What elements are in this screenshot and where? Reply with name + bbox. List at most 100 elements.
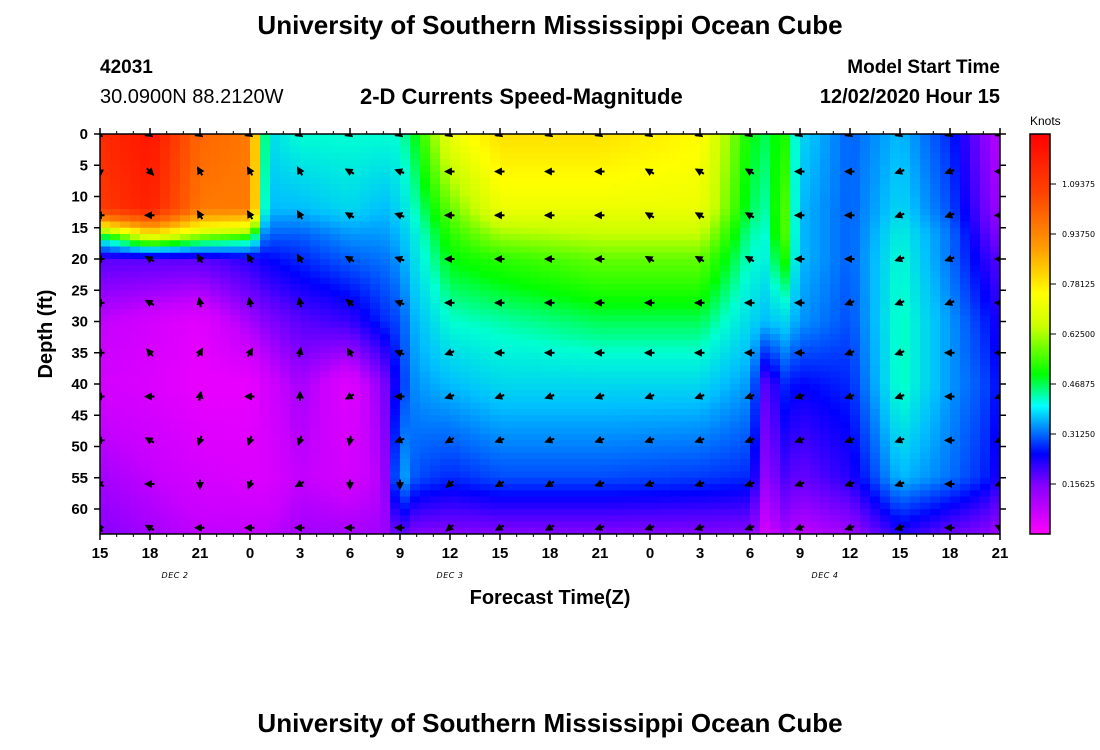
heatmap-cell (350, 521, 361, 529)
heatmap-cell (620, 221, 631, 229)
heatmap-cell (360, 152, 371, 160)
heatmap-cell (240, 396, 251, 404)
heatmap-cell (310, 171, 321, 179)
heatmap-cell (680, 496, 691, 504)
heatmap-cell (510, 209, 521, 216)
heatmap-cell (430, 446, 441, 454)
heatmap-cell (490, 396, 501, 404)
heatmap-cell (700, 271, 711, 279)
heatmap-cell (260, 296, 271, 304)
heatmap-cell (330, 515, 341, 523)
heatmap-cell (660, 340, 671, 348)
heatmap-cell (620, 371, 631, 379)
heatmap-cell (180, 171, 191, 179)
heatmap-cell (710, 221, 721, 229)
heatmap-cell (740, 290, 751, 298)
heatmap-cell (190, 259, 201, 266)
heatmap-cell (290, 346, 301, 354)
heatmap-cell (280, 302, 291, 310)
heatmap-cell (630, 140, 641, 148)
heatmap-cell (710, 334, 721, 341)
heatmap-cell (360, 502, 371, 510)
heatmap-cell (150, 477, 161, 485)
heatmap-cell (470, 340, 481, 348)
heatmap-cell (570, 165, 581, 173)
heatmap-cell (870, 359, 881, 366)
heatmap-cell (220, 396, 231, 404)
heatmap-cell (270, 377, 281, 385)
heatmap-cell (750, 484, 761, 491)
heatmap-cell (520, 477, 531, 485)
heatmap-cell (640, 215, 651, 223)
heatmap-cell (280, 209, 291, 216)
heatmap-cell (600, 459, 611, 466)
heatmap-cell (700, 252, 711, 260)
heatmap-cell (550, 521, 561, 529)
heatmap-cell (320, 159, 331, 166)
heatmap-cell (510, 240, 521, 248)
heatmap-cell (560, 409, 571, 416)
heatmap-cell (260, 196, 271, 204)
heatmap-cell (190, 290, 201, 298)
heatmap-cell (440, 159, 451, 166)
heatmap-cell (690, 259, 701, 266)
heatmap-cell (310, 502, 321, 510)
heatmap-cell (430, 209, 441, 216)
heatmap-cell (350, 146, 361, 154)
heatmap-cell (750, 140, 761, 148)
heatmap-cell (420, 440, 431, 448)
heatmap-cell (450, 377, 461, 385)
heatmap-cell (470, 490, 481, 498)
heatmap-cell (540, 490, 551, 498)
heatmap-cell (190, 152, 201, 160)
heatmap-cell (320, 452, 331, 460)
heatmap-cell (560, 334, 571, 341)
heatmap-cell (470, 452, 481, 460)
heatmap-cell (640, 140, 651, 148)
heatmap-cell (500, 209, 511, 216)
heatmap-cell (800, 165, 811, 173)
heatmap-cell (240, 365, 251, 373)
heatmap-cell (300, 359, 311, 366)
heatmap-cell (550, 252, 561, 260)
heatmap-cell (620, 134, 631, 141)
heatmap-cell (100, 365, 111, 373)
heatmap-cell (770, 346, 781, 354)
heatmap-cell (150, 159, 161, 166)
heatmap-cell (180, 527, 191, 534)
heatmap-cell (220, 271, 231, 279)
heatmap-cell (390, 509, 401, 516)
heatmap-cell (530, 315, 541, 323)
heatmap-cell (300, 452, 311, 460)
heatmap-cell (560, 284, 571, 291)
heatmap-cell (860, 327, 871, 335)
heatmap-cell (730, 484, 741, 491)
heatmap-cell (840, 321, 851, 329)
heatmap-cell (230, 265, 241, 273)
heatmap-cell (390, 402, 401, 410)
heatmap-cell (320, 365, 331, 373)
heatmap-cell (750, 165, 761, 173)
heatmap-cell (360, 134, 371, 141)
heatmap-cell (340, 171, 351, 179)
heatmap-cell (690, 421, 701, 429)
heatmap-cell (420, 490, 431, 498)
heatmap-cell (230, 384, 241, 391)
heatmap-cell (460, 496, 471, 504)
heatmap-cell (710, 421, 721, 429)
heatmap-cell (640, 452, 651, 460)
heatmap-cell (410, 202, 421, 210)
heatmap-cell (610, 521, 621, 529)
heatmap-cell (100, 440, 111, 448)
heatmap-cell (860, 196, 871, 204)
heatmap-cell (730, 202, 741, 210)
heatmap-cell (470, 515, 481, 523)
heatmap-cell (870, 427, 881, 435)
heatmap-cell (580, 246, 591, 254)
heatmap-cell (550, 515, 561, 523)
heatmap-cell (690, 490, 701, 498)
heatmap-cell (660, 415, 671, 423)
heatmap-cell (480, 384, 491, 391)
heatmap-cell (300, 221, 311, 229)
heatmap-cell (380, 196, 391, 204)
